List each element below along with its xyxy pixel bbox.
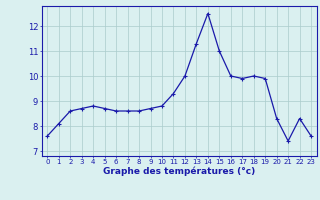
- X-axis label: Graphe des températures (°c): Graphe des températures (°c): [103, 167, 255, 176]
